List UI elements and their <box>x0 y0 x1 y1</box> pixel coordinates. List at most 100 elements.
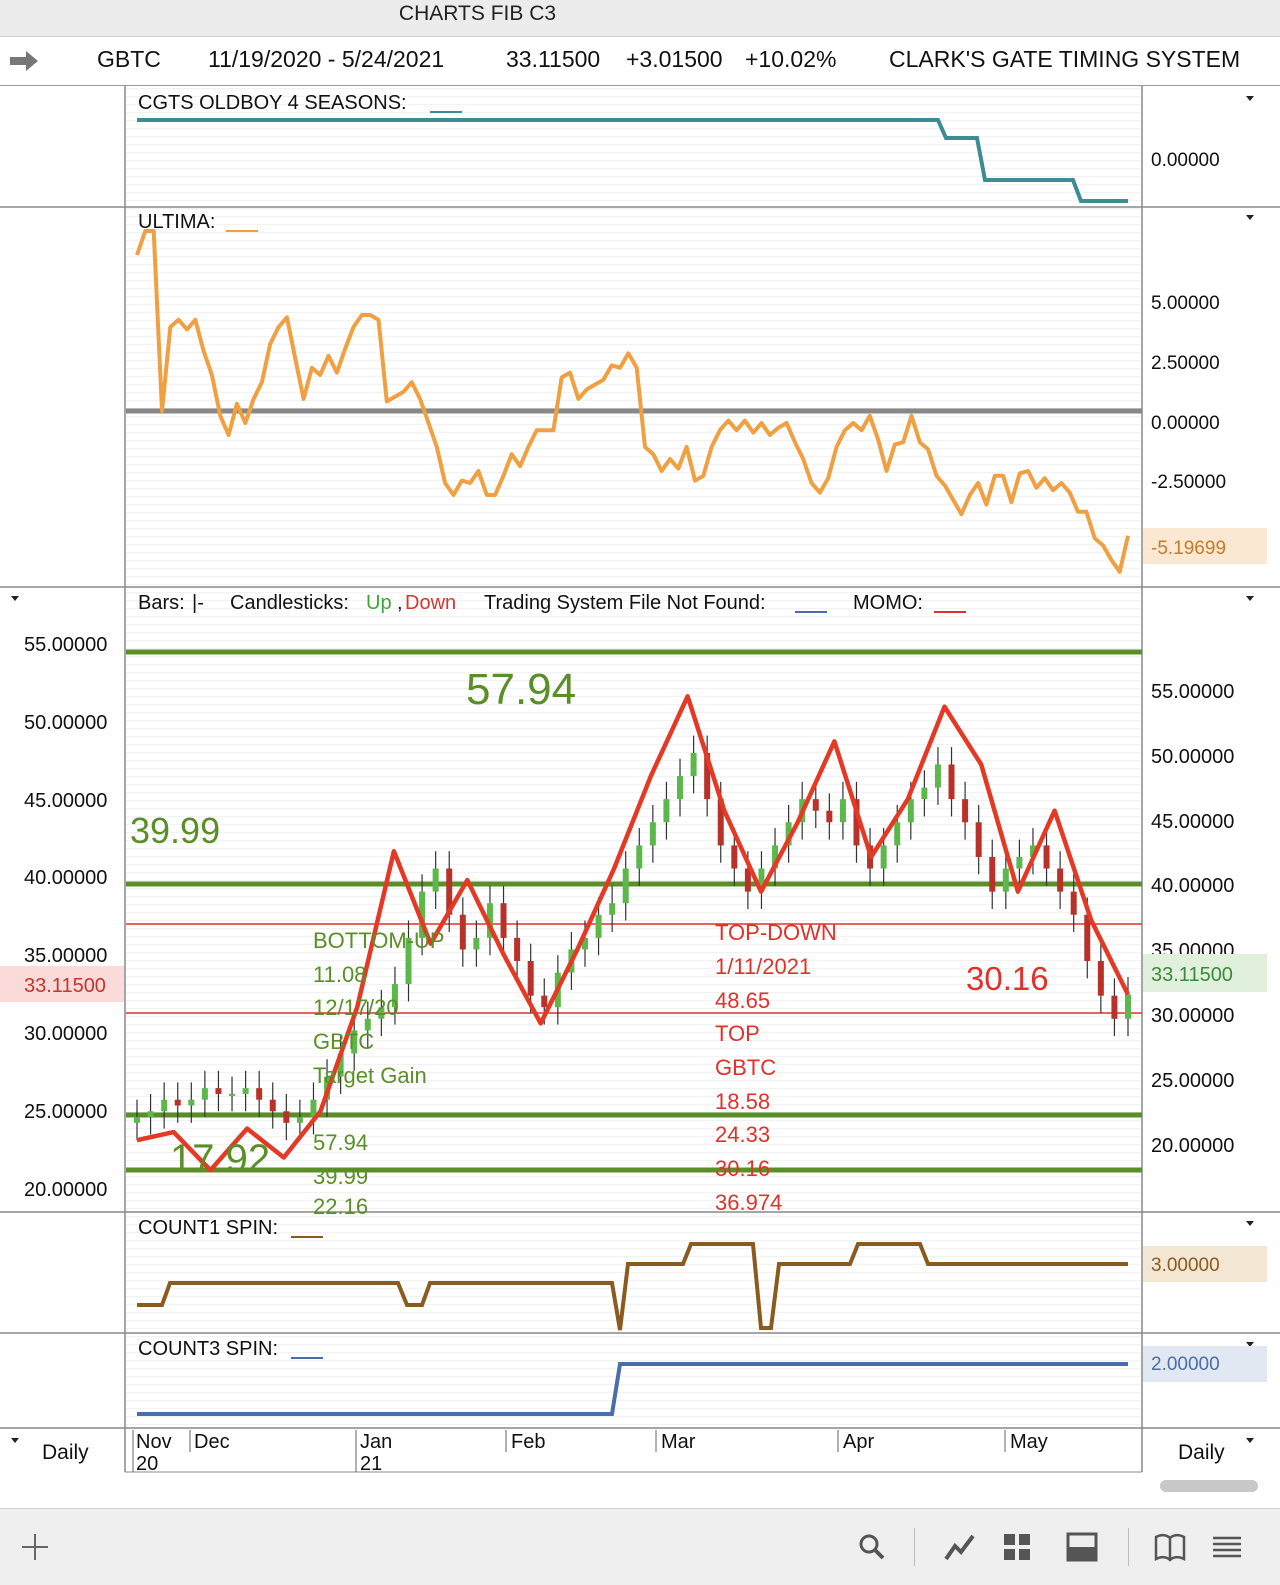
candle-body <box>636 845 643 869</box>
month-label: Jan <box>360 1431 392 1453</box>
horizontal-scrollbar[interactable] <box>1160 1480 1258 1492</box>
right-tick: 40.00000 <box>1151 875 1234 897</box>
candle-body <box>391 984 398 1008</box>
candle-body <box>378 1007 385 1019</box>
count3-last-value: 2.00000 <box>1151 1354 1220 1375</box>
oldboy-menu-icon[interactable] <box>1246 96 1254 101</box>
count3-label: COUNT3 SPIN: <box>138 1338 278 1360</box>
candle-body <box>880 845 887 869</box>
symbol[interactable]: GBTC <box>97 46 161 72</box>
ultima-tick: -2.50000 <box>1151 472 1226 493</box>
top-down-line: GBTC <box>715 1055 776 1080</box>
candle-body <box>649 822 656 846</box>
right-tick: 25.00000 <box>1151 1070 1234 1092</box>
fib-label-d: 30.16 <box>966 960 1049 997</box>
add-icon[interactable] <box>18 1530 52 1564</box>
ultima-series-line <box>135 229 1130 574</box>
candle-body <box>310 1099 317 1118</box>
oldboy-label: CGTS OLDBOY 4 SEASONS: <box>138 92 407 114</box>
price-left-menu-icon[interactable] <box>11 596 19 601</box>
fib-label-c: 17.92 <box>170 1137 270 1181</box>
candle-body <box>907 799 914 823</box>
period-left[interactable]: Daily <box>42 1441 89 1464</box>
candle-body <box>785 822 792 846</box>
arrow-right-icon[interactable] <box>10 49 40 73</box>
price-right-menu-icon[interactable] <box>1246 596 1254 601</box>
candle-body <box>134 1117 140 1123</box>
search-icon[interactable] <box>855 1530 889 1564</box>
left-tick: 20.00000 <box>24 1179 107 1201</box>
month-label: Nov <box>136 1431 172 1453</box>
candle-body <box>744 868 751 892</box>
panel-layout-icon[interactable] <box>1065 1530 1099 1564</box>
candle-body <box>527 960 534 996</box>
top-down-line: 24.33 <box>715 1122 770 1147</box>
book-icon[interactable] <box>1153 1530 1187 1564</box>
candle-body <box>215 1088 222 1094</box>
candle-body <box>486 903 493 938</box>
candle-body <box>663 799 670 823</box>
candle-body <box>473 937 480 950</box>
legend-comma: , <box>397 592 403 614</box>
system-name: CLARK'S GATE TIMING SYSTEM <box>889 46 1241 72</box>
candle-body <box>1002 868 1009 892</box>
ultima-tick: 0.00000 <box>1151 413 1220 434</box>
top-down-notes: TOP-DOWN 1/11/2021 48.65 TOP GBTC 18.58 … <box>715 920 837 1215</box>
period-left-menu-icon[interactable] <box>11 1438 19 1443</box>
right-last-value-box <box>1143 954 1267 992</box>
candle-body <box>161 1099 168 1112</box>
window-title: CHARTS FIB C3 <box>398 2 557 25</box>
candle-body <box>989 856 996 892</box>
count3-menu-icon[interactable] <box>1246 1342 1254 1347</box>
candle-body <box>772 845 779 869</box>
candle-body <box>690 752 697 777</box>
candle-body <box>581 937 588 950</box>
bottom-up-line: 57.94 <box>313 1130 368 1155</box>
legend-trading-system: Trading System File Not Found: <box>484 592 766 614</box>
legend-momo: MOMO: <box>853 592 923 614</box>
bottom-up-line: Target Gain <box>313 1063 427 1088</box>
candle-body <box>283 1111 290 1123</box>
candle-body <box>269 1099 276 1112</box>
right-tick: 55.00000 <box>1151 681 1234 703</box>
count1-last-value: 3.00000 <box>1151 1255 1220 1276</box>
candle-body <box>1043 845 1050 869</box>
fib-label-b: 39.99 <box>130 810 220 851</box>
month-label: Feb <box>511 1431 545 1453</box>
price-right-axis: 55.00000 50.00000 45.00000 40.00000 35.0… <box>1151 681 1234 1157</box>
period-right-menu-icon[interactable] <box>1246 1438 1254 1443</box>
ultima-menu-icon[interactable] <box>1246 215 1254 220</box>
candle-body <box>147 1111 154 1118</box>
candle-body <box>731 845 738 869</box>
top-down-line: TOP-DOWN <box>715 920 837 945</box>
candle-body <box>500 903 507 938</box>
candle-body <box>839 799 846 823</box>
legend-bars-symbol: |- <box>192 592 204 614</box>
candle-body <box>1057 868 1064 892</box>
count3-series-line <box>137 1362 1128 1416</box>
grid-icon[interactable] <box>1000 1530 1034 1564</box>
candle-body <box>1029 845 1036 857</box>
symbol-info-bar: GBTC 11/19/2020 - 5/24/2021 33.11500 +3.… <box>0 37 1280 86</box>
candle-body <box>812 799 819 811</box>
candle-body <box>826 810 833 823</box>
left-last-value-box <box>0 966 124 1002</box>
candle-body <box>962 799 969 823</box>
candle-body <box>405 937 412 985</box>
top-down-line: 36.974 <box>715 1190 782 1215</box>
candle-body <box>174 1099 181 1106</box>
menu-icon[interactable] <box>1210 1530 1244 1564</box>
right-tick: 50.00000 <box>1151 746 1234 768</box>
oldboy-series-line <box>137 118 1128 203</box>
date-range: 11/19/2020 - 5/24/2021 <box>208 46 445 72</box>
left-last-value: 33.11500 <box>24 975 106 997</box>
period-right[interactable]: Daily <box>1178 1441 1225 1464</box>
line-chart-icon[interactable] <box>943 1530 977 1564</box>
candle-body <box>296 1117 303 1123</box>
candle-body <box>419 891 426 938</box>
legend-candles: Candlesticks: <box>230 592 349 614</box>
candle-body <box>541 995 548 1008</box>
count1-label: COUNT1 SPIN: <box>138 1217 278 1239</box>
count1-menu-icon[interactable] <box>1246 1221 1254 1226</box>
legend-up: Up <box>366 592 392 614</box>
